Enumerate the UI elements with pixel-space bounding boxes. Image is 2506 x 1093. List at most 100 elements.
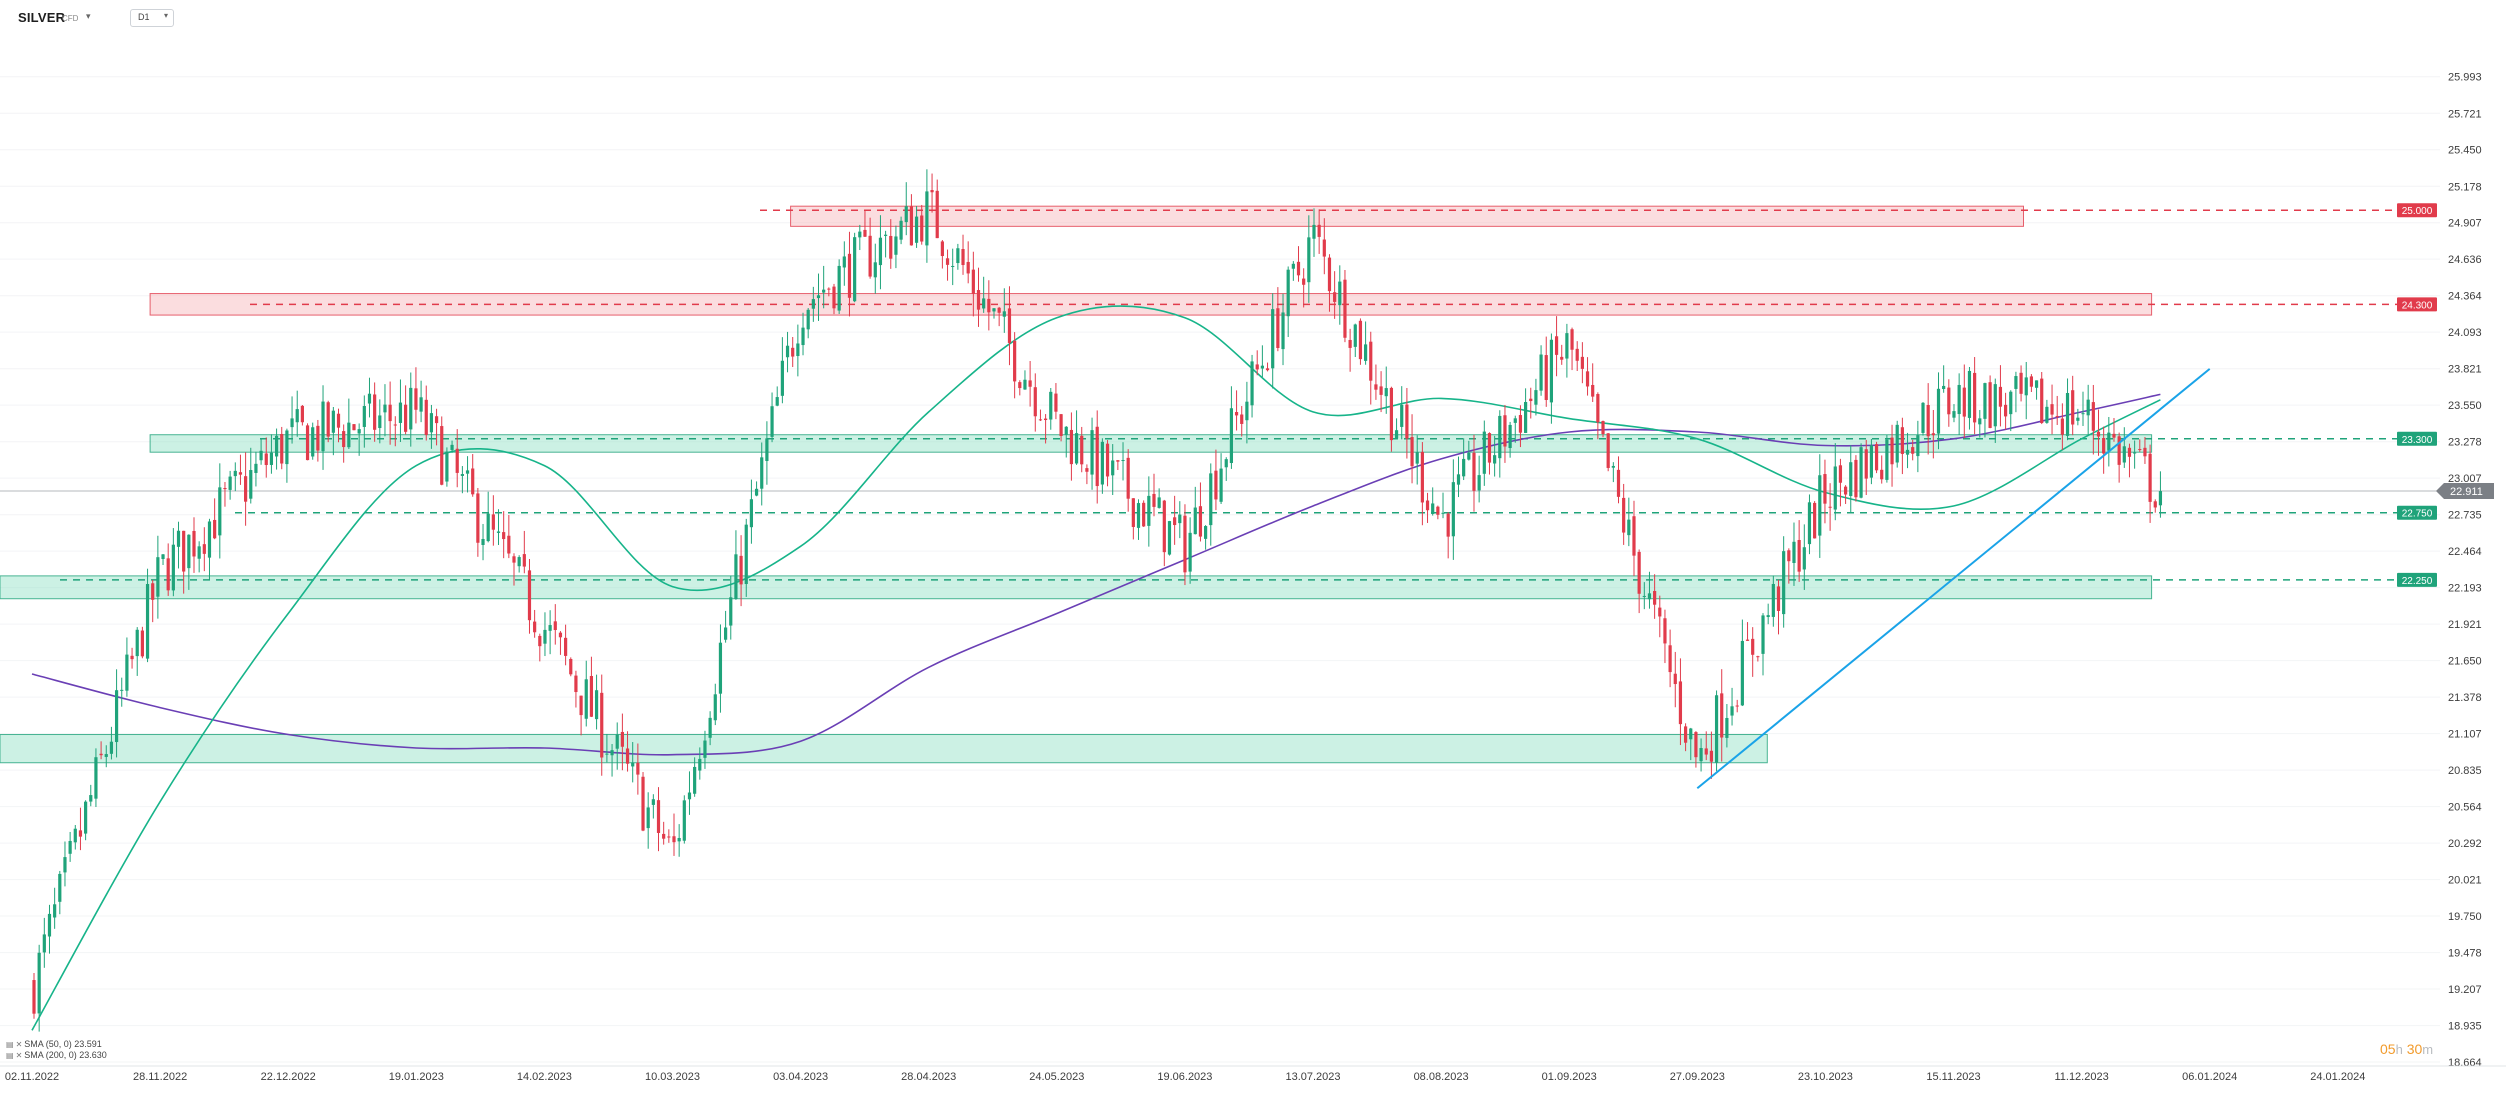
candle-body — [1023, 379, 1027, 390]
candle-body — [1353, 324, 1357, 347]
support-zone — [149, 434, 2153, 453]
candle-body — [383, 404, 387, 413]
candle-body — [1694, 732, 1698, 758]
timeframe-label: D1 — [138, 12, 150, 22]
symbol-name[interactable]: SILVER — [18, 10, 66, 25]
y-tick-label: 22.193 — [2448, 583, 2482, 595]
legend-row-sma200[interactable]: ▤ ✕ SMA (200, 0) 23.630 — [6, 1050, 107, 1061]
indicator-legend: ▤ ✕ SMA (50, 0) 23.591 ▤ ✕ SMA (200, 0) … — [6, 1039, 107, 1061]
candle-body — [1761, 615, 1765, 654]
candle-body — [708, 717, 712, 738]
candle-body — [1585, 371, 1590, 387]
candle-body — [223, 488, 227, 490]
candle-body — [316, 425, 320, 451]
candle-body — [1080, 435, 1084, 465]
candle-body — [914, 216, 919, 243]
candle-body — [135, 629, 139, 657]
y-tick-label: 23.821 — [2448, 364, 2482, 376]
countdown-hours: 05 — [2380, 1041, 2396, 1057]
candle-body — [455, 448, 459, 473]
symbol-dropdown-icon[interactable]: ▾ — [86, 11, 91, 21]
candle-body — [1317, 224, 1321, 237]
candle-body — [1209, 473, 1213, 526]
candle-body — [2024, 377, 2028, 396]
candle-body — [414, 388, 418, 410]
candle-body — [1714, 695, 1719, 763]
candle-body — [1756, 656, 1760, 658]
candle-body — [1064, 426, 1068, 435]
candle-body — [558, 632, 563, 638]
candle-body — [682, 800, 686, 841]
candle-body — [1147, 495, 1151, 526]
candle-body — [491, 514, 495, 530]
candle-body — [687, 792, 692, 800]
candle-body — [1508, 424, 1512, 448]
candle-body — [863, 229, 867, 237]
candle-body — [161, 554, 165, 559]
candle-body — [1095, 426, 1099, 487]
candle-body — [538, 635, 542, 647]
candle-body — [512, 556, 516, 563]
y-tick-label: 23.550 — [2448, 400, 2482, 412]
candle-body — [182, 530, 186, 572]
candle-body — [1281, 312, 1285, 350]
resistance-zone — [790, 205, 2024, 227]
candle-body — [729, 597, 733, 626]
candle-body — [254, 463, 258, 473]
candle-body — [1523, 401, 1528, 433]
candle-body — [1807, 502, 1812, 545]
candle-body — [971, 269, 975, 294]
candle-body — [228, 476, 232, 490]
support-zone — [0, 734, 1768, 764]
candle-body — [1998, 386, 2003, 407]
candle-body — [398, 402, 403, 423]
candle-body — [693, 766, 697, 794]
candle-body — [352, 424, 356, 431]
candle-body — [264, 453, 268, 466]
candle-body — [584, 679, 588, 719]
candle-body — [873, 262, 877, 278]
candle-body — [434, 416, 439, 424]
candle-body — [1560, 356, 1564, 360]
candle-body — [300, 405, 304, 423]
timeframe-select[interactable]: D1 ▾ — [130, 9, 174, 27]
level-label: 24.300 — [2402, 300, 2433, 311]
candle-body — [1596, 394, 1600, 423]
candle-body — [976, 290, 981, 310]
candle-body — [1653, 590, 1657, 605]
candle-body — [1947, 387, 1951, 415]
candle-body — [775, 397, 779, 406]
level-label: 22.250 — [2402, 576, 2433, 587]
candle-body — [1162, 500, 1166, 553]
candle-body — [1462, 458, 1466, 477]
candle-body — [202, 544, 206, 554]
x-tick-label: 10.03.2023 — [645, 1071, 700, 1083]
candle-body — [192, 530, 196, 557]
candle-body — [734, 554, 738, 599]
candle-body — [1069, 429, 1074, 465]
candle-body — [1487, 433, 1492, 463]
candle-body — [1312, 224, 1316, 239]
close-icon[interactable]: ✕ — [15, 1040, 23, 1049]
candle-body — [2060, 418, 2064, 435]
legend-row-sma50[interactable]: ▤ ✕ SMA (50, 0) 23.591 — [6, 1039, 107, 1050]
candle-body — [1229, 408, 1234, 464]
candle-body — [1663, 618, 1667, 644]
sma50-line — [31, 305, 2161, 1031]
candle-body — [1725, 717, 1729, 738]
close-icon[interactable]: ✕ — [15, 1051, 23, 1060]
candle-body — [982, 298, 986, 309]
candle-body — [1699, 748, 1703, 762]
candle-body — [1658, 607, 1662, 617]
candle-body — [801, 327, 805, 346]
candle-body — [1260, 365, 1264, 369]
candle-body — [564, 637, 568, 656]
candle-body — [1880, 469, 1884, 480]
candle-body — [388, 404, 392, 422]
candle-body — [791, 347, 795, 357]
candle-body — [1493, 455, 1497, 464]
candle-body — [1369, 341, 1373, 381]
candle-body — [68, 840, 72, 854]
candle-body — [610, 750, 614, 756]
